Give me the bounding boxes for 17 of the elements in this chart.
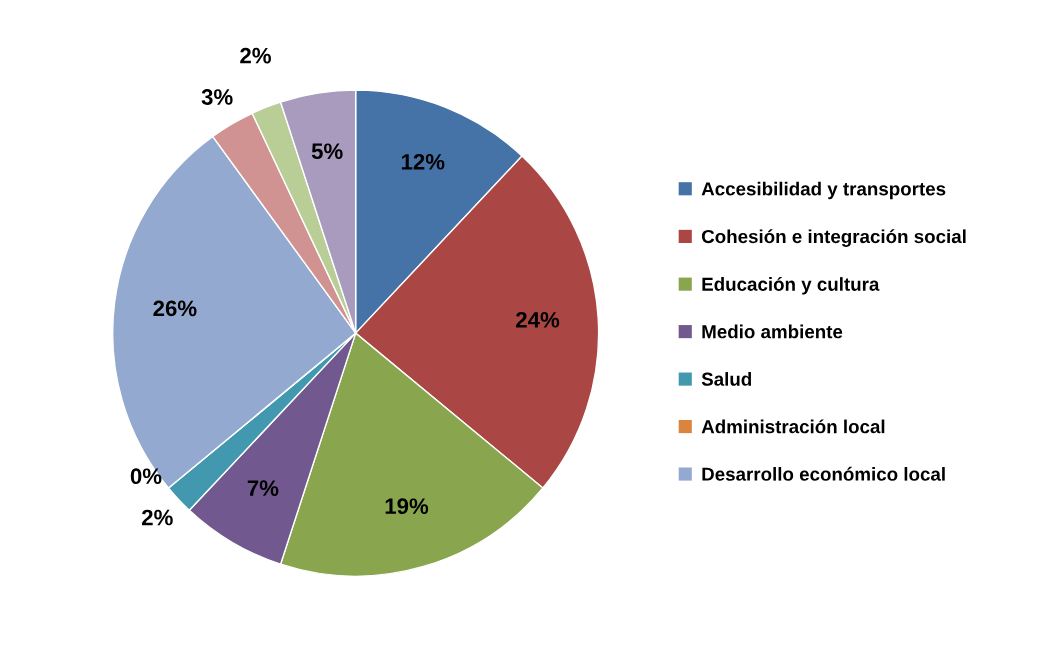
data-label: 24% — [516, 311, 560, 328]
legend-label: Accesibilidad y transportes — [701, 181, 946, 200]
data-label: 2% — [142, 509, 173, 526]
legend-label: Cohesión e integración social — [701, 229, 966, 247]
data-label: 19% — [385, 498, 429, 515]
data-label: 5% — [311, 143, 343, 160]
data-label: 2% — [240, 47, 271, 64]
legend-label: Administración local — [701, 419, 885, 434]
data-label: 7% — [247, 480, 279, 496]
legend-label: Educación y cultura — [702, 276, 880, 295]
text: 0% — [130, 468, 162, 485]
legend-label: Desarrollo económico local — [702, 466, 945, 481]
data-label: 26% — [153, 300, 197, 317]
legend-label: Medio ambiente — [702, 324, 843, 339]
legend-label: Salud — [701, 372, 751, 386]
data-label: 12% — [401, 153, 445, 170]
data-label: 3% — [201, 89, 233, 105]
